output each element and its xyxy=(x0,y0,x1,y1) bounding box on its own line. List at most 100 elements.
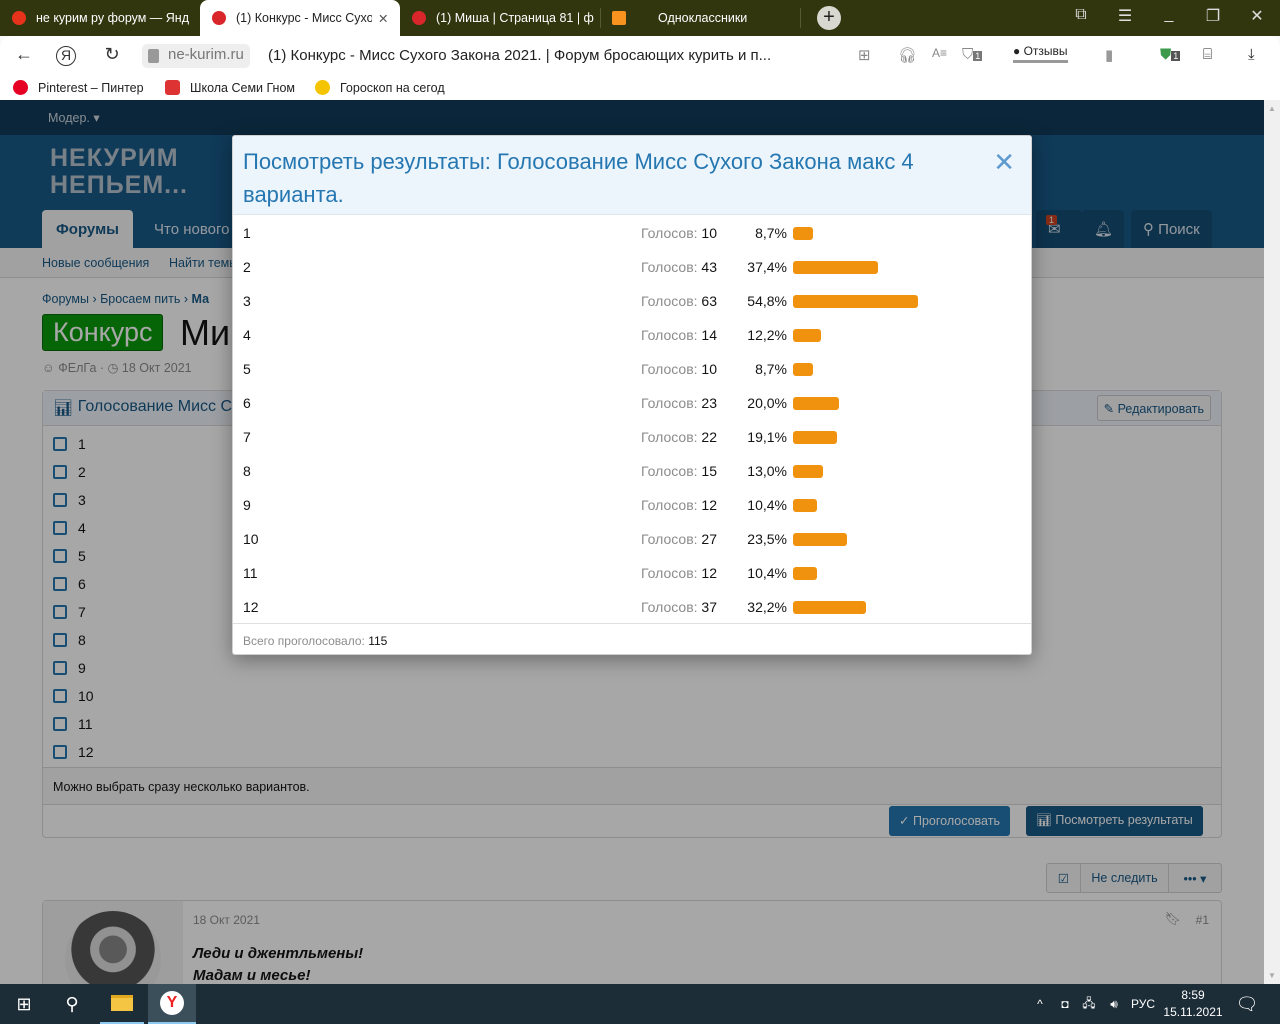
post-date[interactable]: 18 Окт 2021 xyxy=(193,913,260,927)
show-hidden-icons[interactable]: ^ xyxy=(1037,997,1043,1011)
protect-icon[interactable]: ⛉ 1 xyxy=(962,46,983,63)
checkbox[interactable] xyxy=(53,521,67,535)
poll-option[interactable]: 5 xyxy=(53,548,86,564)
browser-tab[interactable]: не курим ру форум — Янд xyxy=(0,0,196,36)
bookmark-icon[interactable]: ▮ xyxy=(1105,47,1114,64)
more-options-button[interactable]: ••• ▾ xyxy=(1183,871,1207,886)
nav-tab-forums[interactable]: Форумы xyxy=(42,210,133,248)
checkbox[interactable] xyxy=(53,465,67,479)
poll-option[interactable]: 11 xyxy=(53,716,93,732)
new-tab-button[interactable]: + xyxy=(817,6,841,30)
notifications-icon[interactable]: 🗨︎ xyxy=(1235,993,1259,1014)
url-page-title[interactable]: (1) Конкурс - Мисс Сухого Закона 2021. |… xyxy=(268,47,772,64)
checkbox[interactable] xyxy=(53,689,67,703)
moderator-menu[interactable]: Модер. xyxy=(48,111,90,125)
thread-actions: ☑ Не следить ••• ▾ xyxy=(1046,863,1222,893)
browser-tab-active[interactable]: (1) Конкурс - Мисс Сухо ✕ xyxy=(200,0,400,36)
thread-author[interactable]: ФЕлГа xyxy=(58,361,97,375)
checkbox[interactable] xyxy=(53,605,67,619)
post-number[interactable]: #1 xyxy=(1195,913,1209,927)
close-dialog-icon[interactable]: ✕ xyxy=(993,147,1015,177)
subnav-find-threads[interactable]: Найти темы xyxy=(169,256,232,270)
url-domain[interactable]: ne-kurim.ru xyxy=(142,44,250,68)
bookmarks-bar: Pinterest – Пинтер Школа Семи Гном Горос… xyxy=(0,76,1280,100)
scroll-up-icon[interactable]: ▲ xyxy=(1268,104,1276,113)
poll-option[interactable]: 6 xyxy=(53,576,86,592)
page-scrollbar[interactable]: ▲ ▼ xyxy=(1264,100,1280,984)
poll-option[interactable]: 1 xyxy=(53,436,86,452)
alerts-button[interactable]: 🔔︎ xyxy=(1082,210,1124,248)
result-row: 7 Голосов: 22 19,1% xyxy=(233,420,1031,454)
headphones-icon[interactable]: 🎧︎ xyxy=(898,47,918,64)
add-tab-group-icon[interactable]: ⊞ xyxy=(858,47,871,64)
back-icon[interactable]: ← xyxy=(15,44,33,64)
close-tab-icon[interactable]: ✕ xyxy=(378,11,389,26)
search-icon[interactable]: ⚲ xyxy=(65,993,79,1014)
edit-poll-button[interactable]: ✎ Редактировать xyxy=(1096,395,1211,421)
checkbox[interactable] xyxy=(53,633,67,647)
checkbox[interactable] xyxy=(53,493,67,507)
breadcrumb-item[interactable]: Ма xyxy=(191,292,210,306)
reload-icon[interactable]: ↻ xyxy=(104,44,120,64)
poll-option[interactable]: 3 xyxy=(53,492,86,508)
restore-icon[interactable]: ❐ xyxy=(1205,8,1221,25)
checkbox[interactable] xyxy=(53,549,67,563)
yandex-home-icon[interactable]: Я xyxy=(56,46,76,66)
result-bar xyxy=(793,295,918,308)
bookmark-pinterest[interactable]: Pinterest – Пинтер xyxy=(13,80,144,95)
avatar[interactable] xyxy=(65,911,161,984)
menu-icon[interactable]: ☰ xyxy=(1117,8,1133,25)
breadcrumb-item[interactable]: Форумы xyxy=(42,292,89,306)
minimize-icon[interactable]: _ xyxy=(1164,6,1174,23)
poll-option[interactable]: 12 xyxy=(53,744,94,760)
adguard-shield-icon[interactable]: ⛊ 1 xyxy=(1160,46,1181,63)
language-indicator[interactable]: РУС xyxy=(1130,997,1156,1011)
bookmark-post-icon[interactable]: 🔖︎ xyxy=(1164,911,1181,926)
extension-icon[interactable]: ⌸ xyxy=(1203,46,1213,63)
checkbox[interactable] xyxy=(53,745,67,759)
scroll-down-icon[interactable]: ▼ xyxy=(1268,971,1276,980)
checkbox[interactable] xyxy=(53,437,67,451)
poll-option[interactable]: 2 xyxy=(53,464,86,480)
tabs-list-icon[interactable]: ⧉ xyxy=(1075,6,1087,23)
bookmark-horoscope[interactable]: Гороскоп на сегод xyxy=(315,80,445,95)
volume-icon[interactable]: 🔊︎ xyxy=(1110,996,1118,1011)
option-label: 6 xyxy=(243,395,251,411)
close-window-icon[interactable]: ✕ xyxy=(1250,8,1264,25)
yandex-browser-icon[interactable]: Y xyxy=(148,984,196,1024)
browser-tab[interactable]: Одноклассники xyxy=(600,0,800,36)
inbox-button[interactable]: ✉ 1 xyxy=(1036,210,1082,248)
nav-tab-whats-new[interactable]: Что нового xyxy=(154,221,230,238)
download-icon[interactable]: ⤓ xyxy=(1248,46,1255,63)
clock[interactable]: 8:59 15.11.2021 xyxy=(1162,984,1224,1024)
subnav-new-posts[interactable]: Новые сообщения xyxy=(42,256,150,270)
bookmark-gnomes[interactable]: Школа Семи Гном xyxy=(165,80,295,95)
poll-option[interactable]: 7 xyxy=(53,604,86,620)
search-button[interactable]: ⚲ Поиск xyxy=(1131,210,1212,248)
poll-option-label: 5 xyxy=(78,548,86,564)
checkbox[interactable] xyxy=(53,661,67,675)
poll-option[interactable]: 4 xyxy=(53,520,86,536)
vote-percent: 10,4% xyxy=(747,565,787,581)
select-checkbox-icon[interactable]: ☑ xyxy=(1047,864,1081,892)
thread-date[interactable]: 18 Окт 2021 xyxy=(121,361,192,375)
camera-icon[interactable]: ◘ xyxy=(1061,997,1069,1011)
reviews-button[interactable]: ● Отзывы xyxy=(1013,44,1068,63)
thread-prefix-badge[interactable]: Конкурс xyxy=(42,314,164,351)
poll-option[interactable]: 8 xyxy=(53,632,86,648)
checkbox[interactable] xyxy=(53,577,67,591)
view-results-button[interactable]: 📊︎ Посмотреть результаты xyxy=(1026,806,1203,836)
option-label: 12 xyxy=(243,599,259,615)
poll-option[interactable]: 10 xyxy=(53,688,94,704)
windows-start-icon[interactable]: ⊞ xyxy=(16,993,32,1014)
poll-option[interactable]: 9 xyxy=(53,660,86,676)
file-explorer-icon[interactable] xyxy=(100,984,144,1024)
unwatch-button[interactable]: Не следить xyxy=(1081,864,1169,892)
network-icon[interactable]: 🖧︎ xyxy=(1082,995,1096,1010)
browser-tab[interactable]: (1) Миша | Страница 81 | ф xyxy=(400,0,596,36)
breadcrumb-item[interactable]: Бросаем пить xyxy=(100,292,181,306)
reader-mode-icon[interactable]: A≡ xyxy=(932,46,948,60)
site-logo[interactable]: НЕКУРИМ НЕПЬЕМ... xyxy=(50,144,189,199)
vote-button[interactable]: ✓ Проголосовать xyxy=(889,806,1010,836)
checkbox[interactable] xyxy=(53,717,67,731)
